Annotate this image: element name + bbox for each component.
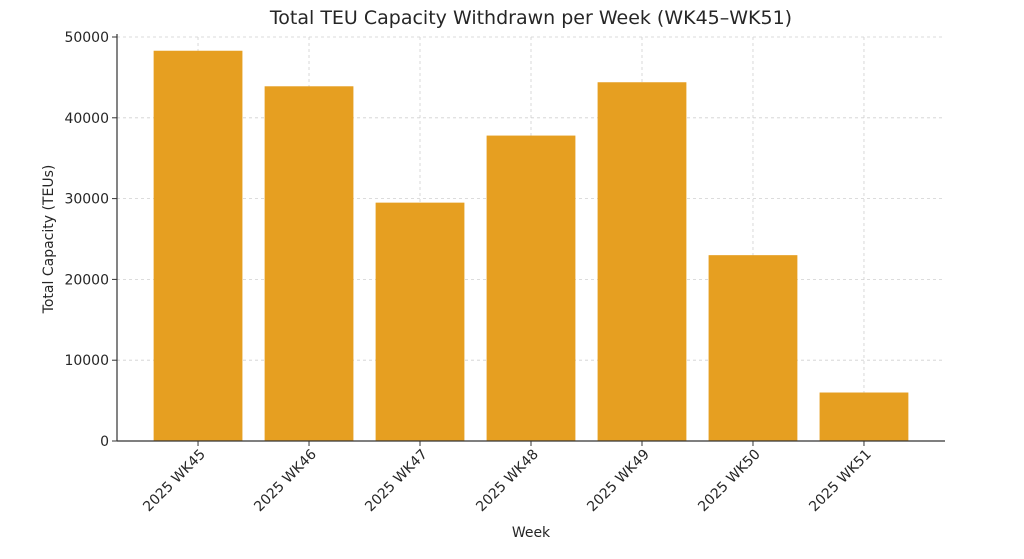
x-tick-label: 2025 WK46: [251, 446, 320, 515]
bar-2025-wk48: [486, 135, 576, 442]
chart-title: Total TEU Capacity Withdrawn per Week (W…: [269, 7, 792, 29]
y-tick-label: 10000: [64, 353, 109, 369]
x-tick-label: 2025 WK48: [473, 447, 542, 516]
x-tick-label: 2025 WK51: [806, 447, 875, 516]
bar-2025-wk46: [264, 86, 354, 442]
bar-2025-wk50: [708, 255, 798, 441]
bar-2025-wk51: [819, 392, 909, 441]
y-tick-label: 40000: [64, 111, 109, 127]
y-axis-label: Total Capacity (TEUs): [41, 165, 57, 315]
bar-2025-wk45: [153, 50, 243, 442]
x-tick-label: 2025 WK49: [584, 447, 653, 516]
x-axis-label: Week: [512, 525, 551, 541]
bar-2025-wk47: [375, 202, 465, 441]
y-tick-label: 20000: [64, 272, 109, 288]
y-tick-label: 30000: [64, 192, 109, 208]
x-tick-label: 2025 WK50: [695, 447, 764, 516]
bar-2025-wk49: [597, 82, 687, 442]
x-tick-label: 2025 WK47: [362, 447, 431, 516]
x-tick-label: 2025 WK45: [140, 447, 209, 516]
y-tick-label: 50000: [64, 30, 109, 46]
y-tick-label: 0: [100, 434, 109, 450]
